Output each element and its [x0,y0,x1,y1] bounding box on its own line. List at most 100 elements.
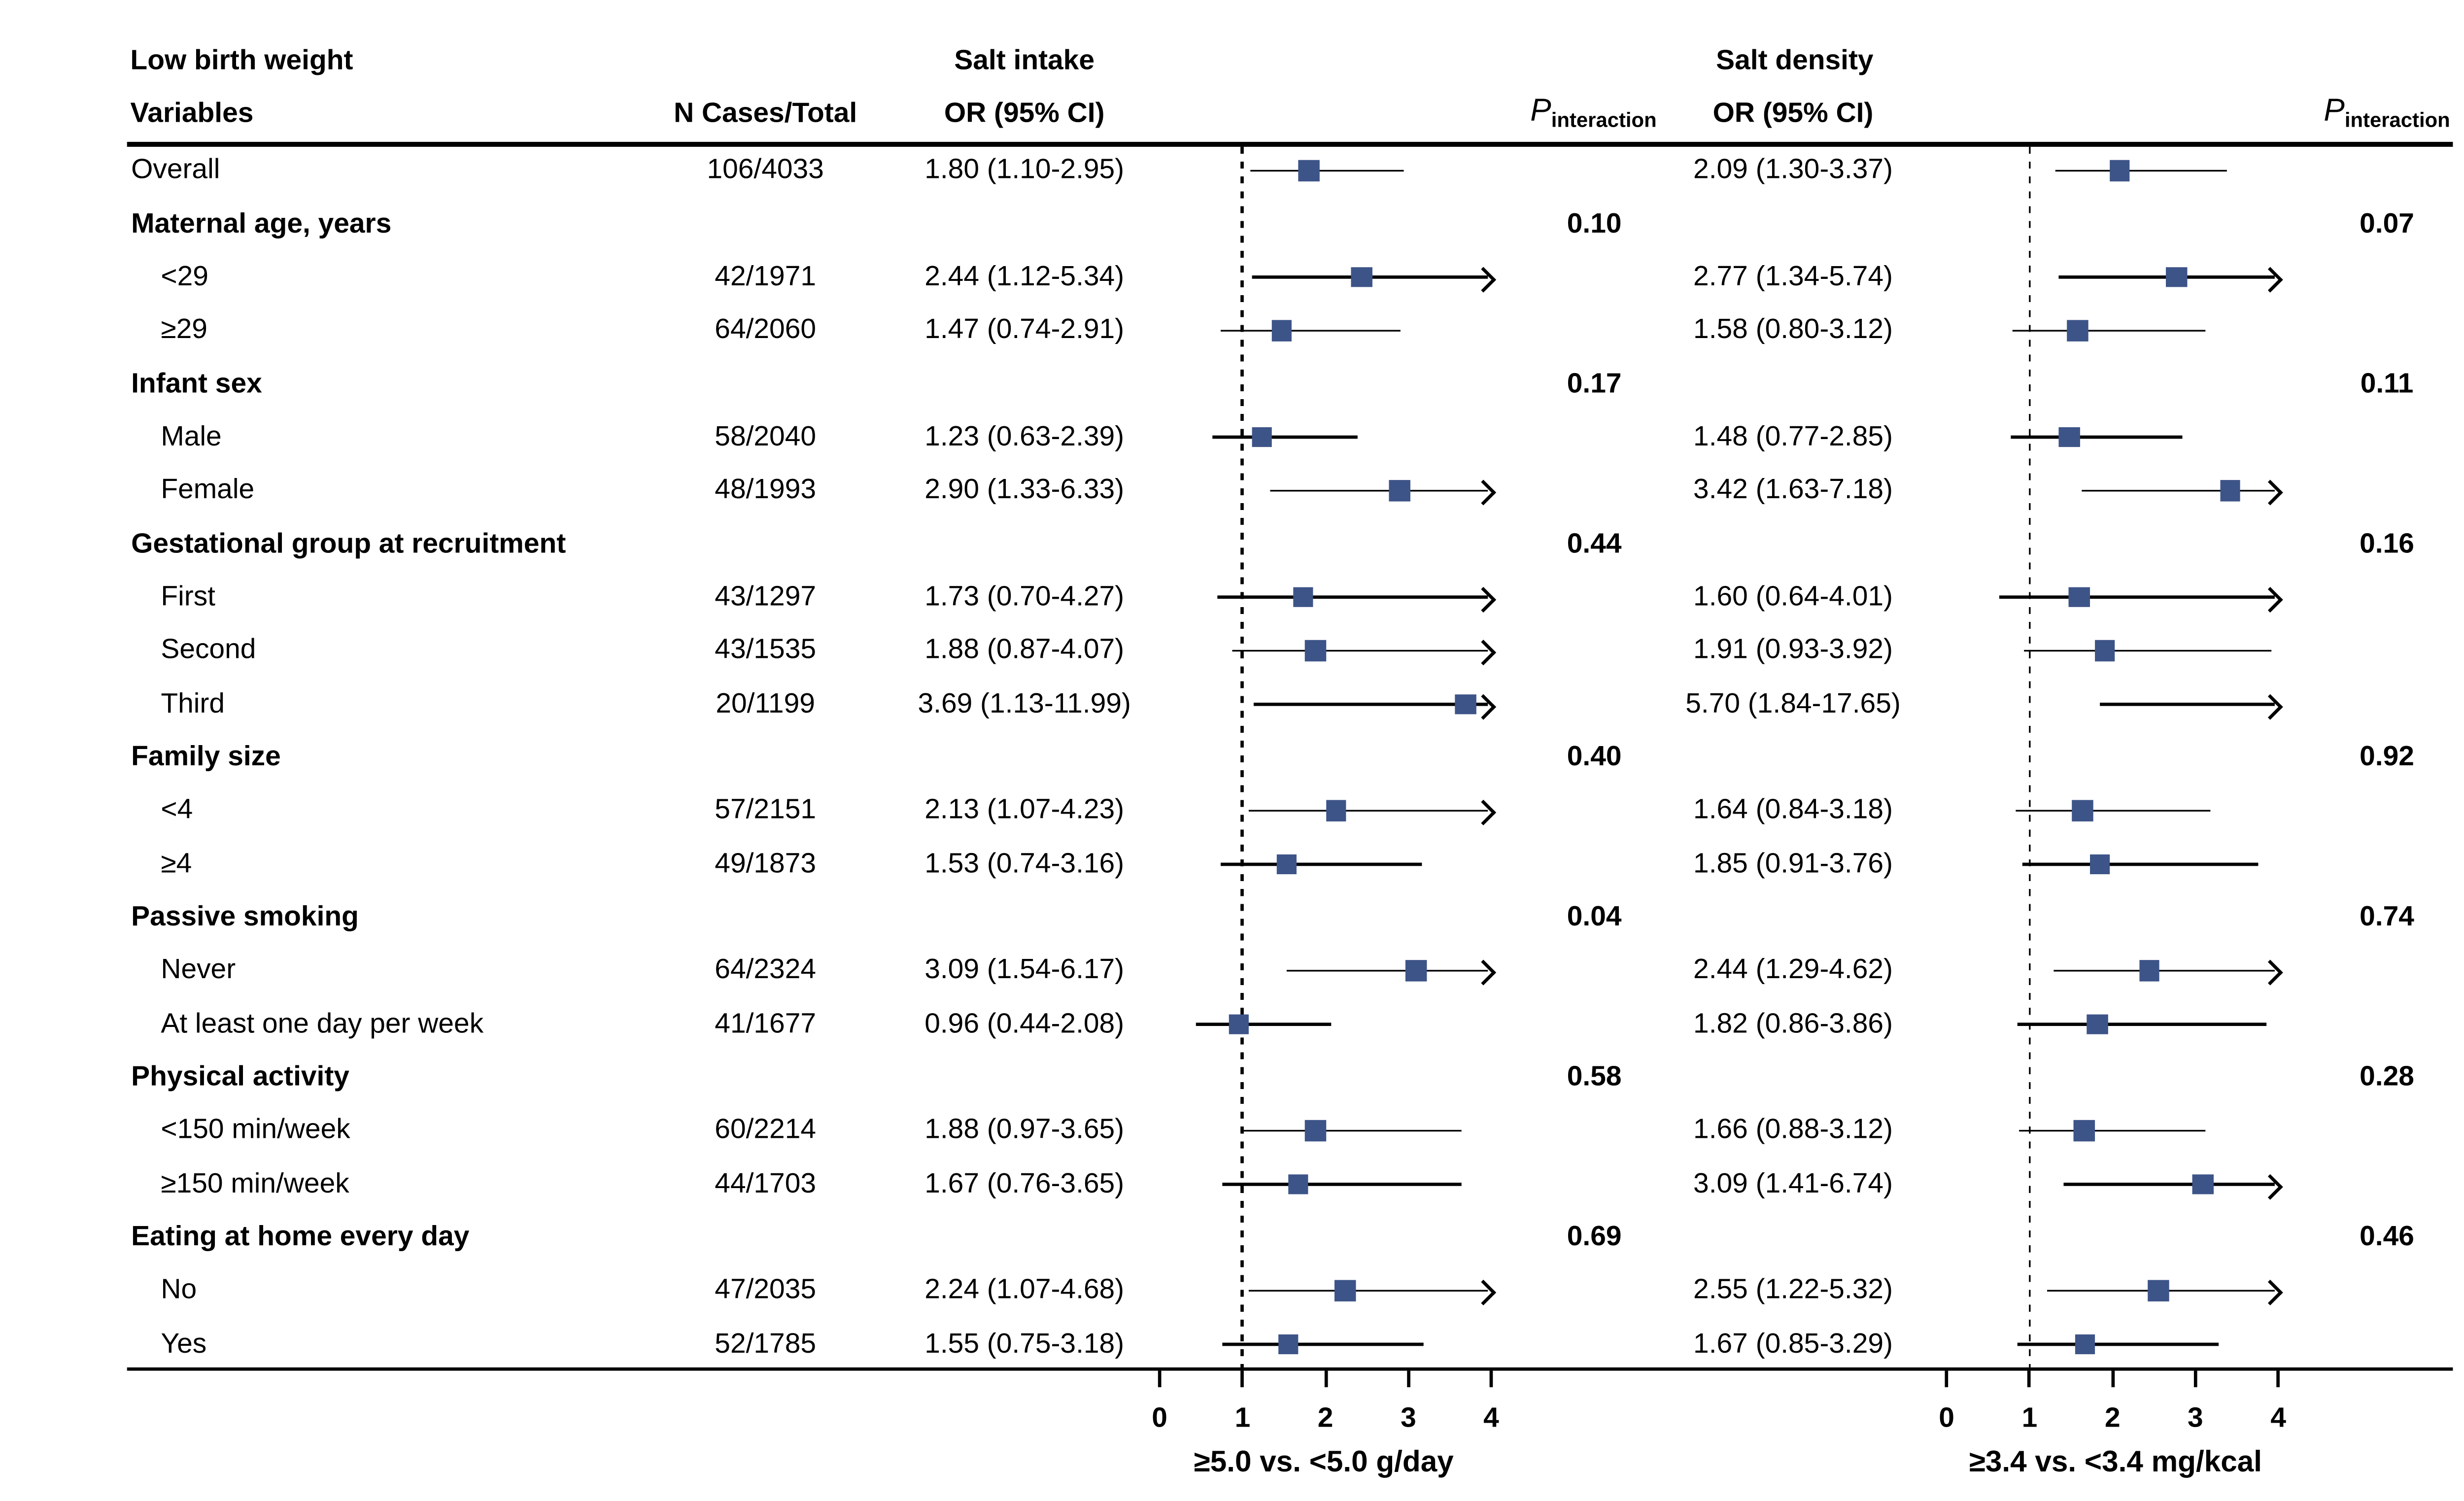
ci-line-intake [1196,1023,1332,1025]
p-subscript-label: interaction [2344,108,2450,132]
arrow-head-intake [1471,586,1495,612]
ci-line-intake [1269,489,1488,492]
table-title-line2: Variables [130,97,254,129]
axis-tick [1241,1371,1244,1388]
row-ncases: 106/4033 [707,154,824,185]
row-label: No [161,1274,197,1305]
row-ncases: 58/2040 [715,420,816,452]
axis-tick-label: 4 [2270,1402,2287,1433]
row-label: <150 min/week [161,1114,350,1146]
row-p-interaction-intake: 0.40 [1567,740,1622,772]
arrow-head-intake [1471,800,1495,825]
axis-tick [1489,1371,1493,1388]
group-row-label: Gestational group at recruitment [131,527,566,559]
ci-line-density [2019,1129,2205,1132]
row-label: Second [161,634,256,665]
row-or-intake: 3.69 (1.13-11.99) [918,687,1131,719]
or-marker-density [2220,480,2241,501]
axis-tick-label: 2 [2104,1402,2121,1433]
ci-line-density [2054,169,2226,172]
row-or-density: 3.09 (1.41-6.74) [1693,1167,1893,1199]
axis-tick-label: 3 [2188,1402,2203,1433]
group-row-label: Physical activity [131,1060,349,1092]
arrow-head-density [2258,267,2283,292]
axis-title-intake: ≥5.0 vs. <5.0 g/day [1194,1445,1454,1478]
row-or-density: 1.64 (0.84-3.18) [1693,794,1893,825]
axis-tick-label: 4 [1483,1402,1499,1433]
row-or-density: 1.60 (0.64-4.01) [1693,580,1893,612]
row-ncases: 48/1993 [715,474,816,506]
row-or-intake: 1.53 (0.74-3.16) [924,847,1125,879]
row-or-intake: 2.90 (1.33-6.33) [924,474,1125,506]
row-or-density: 5.70 (1.84-17.65) [1685,687,1901,719]
row-or-density: 1.48 (0.77-2.85) [1693,420,1893,452]
column-header-p-interaction-intake: Pinteraction [1530,91,1656,134]
axis-tick [2028,1371,2031,1388]
or-marker-intake [1335,1280,1356,1301]
row-label: Third [161,687,225,719]
row-p-interaction-intake: 0.44 [1567,527,1622,559]
arrow-head-density [2258,693,2283,718]
ci-line-intake [1222,1183,1462,1186]
row-label: Female [161,474,255,506]
arrow-head-density [2258,1280,2283,1305]
row-ncases: 43/1535 [715,634,816,665]
ci-line-density [2099,702,2275,706]
axis-tick-label: 0 [1939,1402,1954,1433]
axis-title-density: ≥3.4 vs. <3.4 mg/kcal [1969,1445,2262,1478]
group-row-label: Eating at home every day [131,1220,470,1252]
axis-tick [1406,1371,1410,1388]
or-marker-intake [1271,320,1292,341]
row-or-intake: 2.13 (1.07-4.23) [924,794,1125,825]
axis-tick-label: 0 [1152,1402,1167,1433]
row-label: Male [161,420,222,452]
row-ncases: 57/2151 [715,794,816,825]
arrow-head-intake [1471,267,1495,292]
reference-line-density [2028,146,2031,1367]
group-row-label: Infant sex [131,367,262,399]
or-marker-intake [1455,693,1476,715]
row-label: <4 [161,794,193,825]
or-marker-density [2094,640,2116,661]
axis-tick-label: 3 [1401,1402,1416,1433]
ci-line-intake [1232,649,1488,652]
p-subscript-label: interaction [1551,108,1657,132]
ci-line-intake [1253,702,1488,706]
row-p-interaction-intake: 0.10 [1567,207,1622,239]
row-ncases: 64/2060 [715,313,816,345]
or-marker-intake [1287,1173,1309,1194]
axis-tick [2193,1371,2197,1388]
row-or-density: 1.82 (0.86-3.86) [1693,1007,1893,1039]
ci-line-intake [1240,1129,1462,1132]
group-row-label: Maternal age, years [131,207,392,239]
row-or-intake: 1.88 (0.87-4.07) [924,634,1125,665]
row-ncases: 47/2035 [715,1274,816,1305]
row-or-intake: 1.73 (0.70-4.27) [924,580,1125,612]
p-italic-label: P [1530,94,1551,129]
arrow-head-density [2258,1173,2283,1198]
ci-line-intake [1251,169,1404,172]
row-label: Never [161,954,236,986]
axis-tick [1158,1371,1162,1388]
ci-line-density [2018,1023,2267,1025]
ci-line-intake [1222,1342,1423,1346]
row-p-interaction-density: 0.74 [2360,900,2414,932]
row-label: ≥4 [161,847,192,879]
row-label: ≥29 [161,313,207,345]
row-label: ≥150 min/week [161,1167,349,1199]
row-or-density: 1.66 (0.88-3.12) [1693,1114,1893,1146]
row-label: Yes [161,1327,207,1359]
or-marker-intake [1351,267,1372,288]
ci-line-density [2017,1342,2220,1346]
column-header-salt-intake: Salt intake [954,44,1095,76]
or-marker-density [2192,1173,2214,1194]
or-marker-intake [1326,800,1347,821]
ci-line-density [2063,1183,2275,1186]
ci-line-density [2023,649,2272,652]
row-or-intake: 1.55 (0.75-3.18) [924,1327,1125,1359]
or-marker-intake [1389,480,1410,501]
p-italic-label: P [2324,94,2345,129]
ci-line-intake [1248,809,1488,812]
table-title-line1: Low birth weight [130,44,353,76]
column-header-ncases: N Cases/Total [674,97,857,129]
